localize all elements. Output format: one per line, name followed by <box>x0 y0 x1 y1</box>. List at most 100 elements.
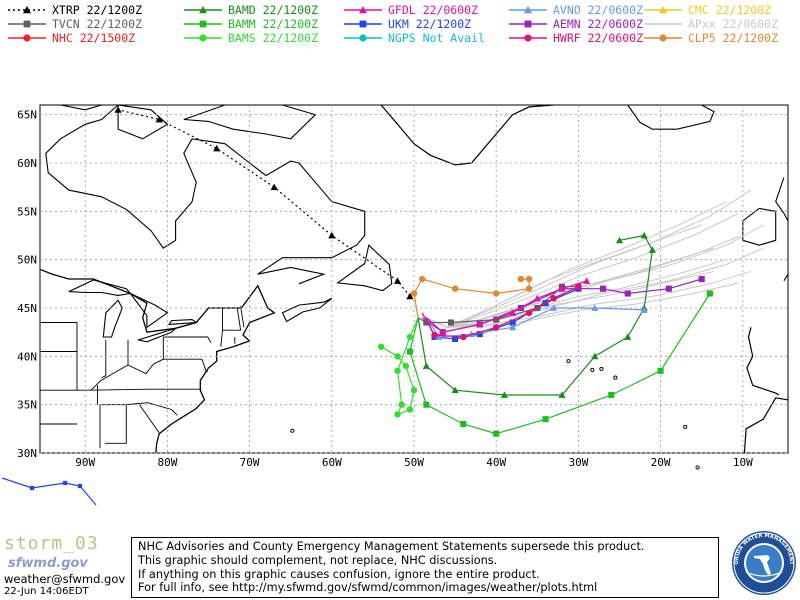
track-point <box>406 333 414 341</box>
track-point <box>492 290 500 297</box>
coastline <box>783 273 789 282</box>
track-bamd <box>417 231 656 398</box>
lon-label: 30W <box>568 456 588 469</box>
track-point <box>155 115 163 123</box>
legend-marker <box>199 34 207 42</box>
lon-label: 10W <box>733 456 753 469</box>
lat-label: 55N <box>17 205 37 218</box>
track-point <box>615 236 624 244</box>
coastline <box>169 336 212 344</box>
track-point <box>583 277 591 284</box>
disclaimer-line: NHC Advisories and County Emergency Mana… <box>138 540 645 553</box>
track-point <box>657 367 664 374</box>
legend-marker <box>359 34 367 42</box>
legend-label: BAMS 22/1200Z <box>228 31 319 45</box>
storm-name: storm_03 <box>4 533 99 554</box>
coastline <box>240 306 245 328</box>
legend-label: NHC 22/1500Z <box>52 31 136 45</box>
island <box>599 366 604 371</box>
track-point <box>550 295 557 302</box>
track-point <box>447 319 455 326</box>
legend-label: APxx 22/0600Z <box>688 17 779 31</box>
legend-swatch <box>184 34 222 42</box>
coastline <box>281 297 333 323</box>
track-hwrf <box>421 283 582 341</box>
legend-marker <box>359 20 367 28</box>
track-point <box>558 285 566 292</box>
track-point <box>599 285 607 292</box>
track-point <box>493 316 500 323</box>
track-point <box>509 309 517 316</box>
coastline <box>183 104 317 140</box>
track-point <box>575 283 582 290</box>
track-point <box>517 275 525 283</box>
track-point <box>394 353 401 360</box>
lat-label: 60N <box>17 157 37 170</box>
track-point <box>213 144 221 152</box>
legend-label: GFDL 22/0600Z <box>388 3 479 17</box>
legend-marker <box>199 20 207 28</box>
coastline <box>775 177 789 222</box>
legend-swatch <box>509 6 547 14</box>
track-point <box>452 335 459 342</box>
track-point <box>460 420 467 428</box>
coastline <box>201 359 208 373</box>
legend-label: XTRP 22/1200Z <box>52 3 143 17</box>
model-tracks <box>114 106 713 437</box>
track-bams <box>377 317 419 418</box>
track-point <box>500 391 509 398</box>
legend-marker <box>524 20 532 28</box>
track-point <box>533 294 541 302</box>
track-point <box>439 328 447 336</box>
legend-label: AEMN 22/0600Z <box>553 17 644 31</box>
legend-label: CMC 22/1200Z <box>688 3 772 17</box>
track-point <box>493 430 500 437</box>
disclaimer-box: NHC Advisories and County Emergency Mana… <box>131 537 719 598</box>
track-point <box>640 306 648 313</box>
disclaimer-line[interactable]: For full info, see http://my.sfwmd.gov/s… <box>138 581 598 595</box>
coastline <box>129 293 169 329</box>
track-point <box>423 319 430 326</box>
lat-label: 45N <box>17 302 37 315</box>
legend-label: BAMM 22/1200Z <box>228 17 319 31</box>
track-point <box>418 275 426 283</box>
legend-marker <box>23 6 31 14</box>
island <box>590 367 595 372</box>
track-point <box>525 285 533 292</box>
legend-swatch <box>184 6 222 14</box>
coastline <box>222 307 242 331</box>
track-point <box>422 362 430 369</box>
track-point <box>665 285 672 292</box>
ensemble-track <box>421 282 739 328</box>
track-point <box>640 231 648 239</box>
track-point <box>608 391 615 399</box>
island <box>566 359 571 364</box>
track-point <box>410 386 418 394</box>
coastline <box>168 319 198 326</box>
legend-swatch <box>8 6 46 14</box>
legend-swatch <box>344 20 382 28</box>
track-point <box>423 401 430 408</box>
track-point <box>435 333 443 340</box>
coastline <box>336 244 393 292</box>
track-point <box>451 386 459 394</box>
legend-marker <box>199 6 207 14</box>
coastline <box>126 402 178 416</box>
track-bamm <box>406 290 713 437</box>
track-point <box>591 352 599 360</box>
track-point <box>492 324 500 331</box>
track-line <box>380 317 419 416</box>
disclaimer-line: This graphic should complement, not repl… <box>138 553 498 567</box>
legend-swatch <box>644 6 682 14</box>
inset-point <box>29 485 35 491</box>
legend-marker <box>23 34 31 42</box>
legend-marker <box>659 34 667 42</box>
track-point <box>406 348 413 355</box>
coastline <box>60 104 102 111</box>
coastline <box>136 327 176 343</box>
track-point <box>525 275 533 283</box>
contact-email[interactable]: weather@sfwmd.gov <box>4 572 126 586</box>
legend-label: HWRF 22/0600Z <box>553 31 644 45</box>
lat-lon-grid <box>40 105 788 454</box>
track-point <box>393 277 402 284</box>
